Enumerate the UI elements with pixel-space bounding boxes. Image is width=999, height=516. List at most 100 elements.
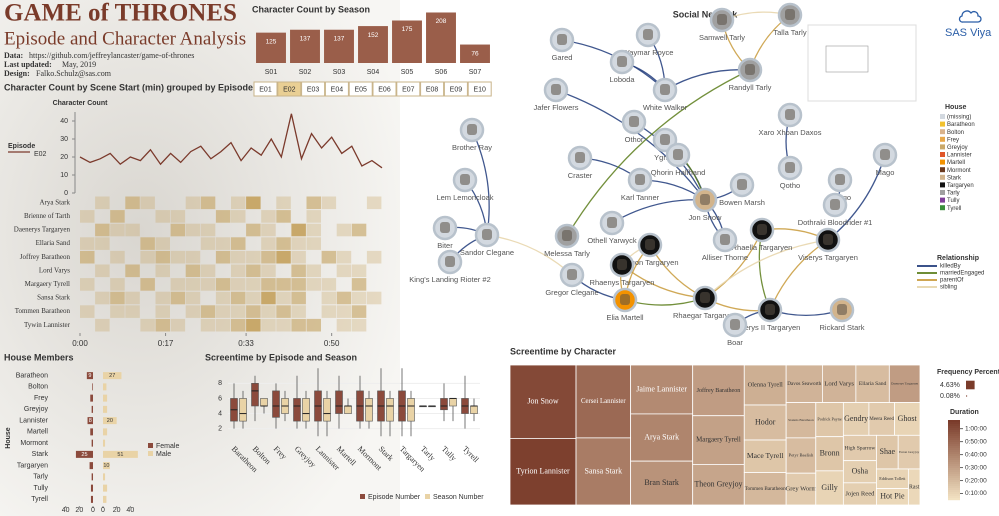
node-label: Craster <box>568 171 593 180</box>
episode-button[interactable] <box>467 81 492 97</box>
node-portrait <box>737 179 747 190</box>
legend-gradient <box>948 450 960 453</box>
episode-button-label[interactable]: E06 <box>378 86 391 93</box>
tile[interactable] <box>692 464 745 506</box>
episode-button-label[interactable]: E04 <box>331 86 344 93</box>
episode-button-label[interactable]: E08 <box>426 86 439 93</box>
episode-button[interactable] <box>372 81 397 97</box>
node-portrait <box>557 34 567 45</box>
heat-cell <box>95 305 110 318</box>
tile[interactable] <box>509 364 577 439</box>
tile[interactable] <box>842 434 877 462</box>
tile[interactable] <box>822 364 857 403</box>
bar <box>75 450 93 458</box>
tile[interactable] <box>575 437 632 506</box>
tile[interactable] <box>509 438 577 506</box>
value-label: 20 <box>107 418 113 424</box>
episode-button-label[interactable]: E02 <box>283 86 296 93</box>
y-axis-label: House <box>5 427 12 449</box>
legend-label: marriedEngaged <box>940 271 984 277</box>
tile[interactable] <box>907 468 921 506</box>
tile-label: Jon Snow <box>527 397 559 406</box>
bar <box>324 29 354 64</box>
episode-button[interactable] <box>396 81 421 97</box>
y-tick-label: 6 <box>218 395 222 402</box>
heat-cell <box>80 197 95 210</box>
tile[interactable] <box>888 364 921 403</box>
tile-label: Euron Greyjoy <box>899 450 920 454</box>
episode-button[interactable] <box>277 81 302 97</box>
tile[interactable] <box>842 402 870 436</box>
legend-label: Male <box>156 451 171 458</box>
legend-swatch <box>940 190 945 195</box>
heat-cell <box>200 278 216 291</box>
tile[interactable] <box>630 460 694 506</box>
value-label: 51 <box>117 452 123 458</box>
node-portrait <box>607 217 617 228</box>
tile[interactable] <box>785 364 823 403</box>
heat-cell <box>351 305 367 318</box>
node-label: Gared <box>552 53 573 62</box>
box <box>386 398 394 422</box>
episode-button[interactable] <box>443 81 468 97</box>
heat-cell <box>140 224 155 237</box>
heat-cell <box>306 223 321 237</box>
episode-button-label[interactable]: E05 <box>354 86 367 93</box>
episode-button-label[interactable]: E10 <box>473 86 486 93</box>
tile[interactable] <box>815 470 844 506</box>
episode-button[interactable] <box>253 81 278 97</box>
legend-swatch <box>940 136 945 142</box>
tile[interactable] <box>743 472 787 506</box>
x-tick-label: S04 <box>367 69 380 76</box>
tile[interactable] <box>855 364 890 403</box>
heat-cell <box>80 237 95 250</box>
node-portrait <box>837 304 847 315</box>
heat-cell <box>215 318 231 332</box>
heat-cell <box>170 210 186 223</box>
network-overview[interactable] <box>807 24 917 102</box>
episode-button[interactable] <box>301 81 326 97</box>
x-tick-label: S06 <box>435 69 448 76</box>
tile-label: Joffrey Baratheon <box>697 387 741 394</box>
heat-cell <box>95 237 110 250</box>
heat-cell <box>291 291 306 305</box>
node-label: Alliser Thorne <box>702 253 748 262</box>
x-tick-label: 40 <box>126 507 134 514</box>
tile[interactable] <box>743 404 787 441</box>
tile[interactable] <box>630 364 694 415</box>
episode-button-label[interactable]: E07 <box>402 86 415 93</box>
tile[interactable] <box>868 402 895 436</box>
heat-cell <box>80 292 95 305</box>
heat-cell <box>337 278 352 291</box>
tile-label: Bronn <box>820 449 840 458</box>
heat-cell <box>185 305 201 318</box>
episode-button-label[interactable]: E09 <box>450 86 463 93</box>
episode-button[interactable] <box>348 81 373 97</box>
tile[interactable] <box>785 472 817 506</box>
heat-cell <box>336 291 352 305</box>
tile[interactable] <box>575 364 632 439</box>
tile[interactable] <box>815 436 844 472</box>
episode-button[interactable] <box>420 81 445 97</box>
heat-cell <box>170 278 186 291</box>
tile[interactable] <box>630 413 694 462</box>
episode-button-label[interactable]: E01 <box>259 86 272 93</box>
heat-cell <box>215 305 231 318</box>
legend-swatch <box>940 159 945 165</box>
episode-button-label[interactable]: E03 <box>307 86 320 93</box>
bar <box>103 383 107 391</box>
heat-cell <box>215 210 231 223</box>
episode-button[interactable] <box>324 81 349 97</box>
title: GAME of THRONES <box>4 0 237 27</box>
heat-cell <box>306 196 321 210</box>
overview-viewport <box>825 45 869 73</box>
heat-cell <box>367 224 382 237</box>
edge <box>704 239 829 299</box>
bar <box>91 405 93 413</box>
heat-cell <box>200 223 216 237</box>
heat-cell <box>291 210 306 223</box>
tile[interactable] <box>743 364 787 406</box>
value-label: 25 <box>81 452 87 458</box>
box <box>440 398 448 411</box>
heat-cell <box>336 305 352 318</box>
